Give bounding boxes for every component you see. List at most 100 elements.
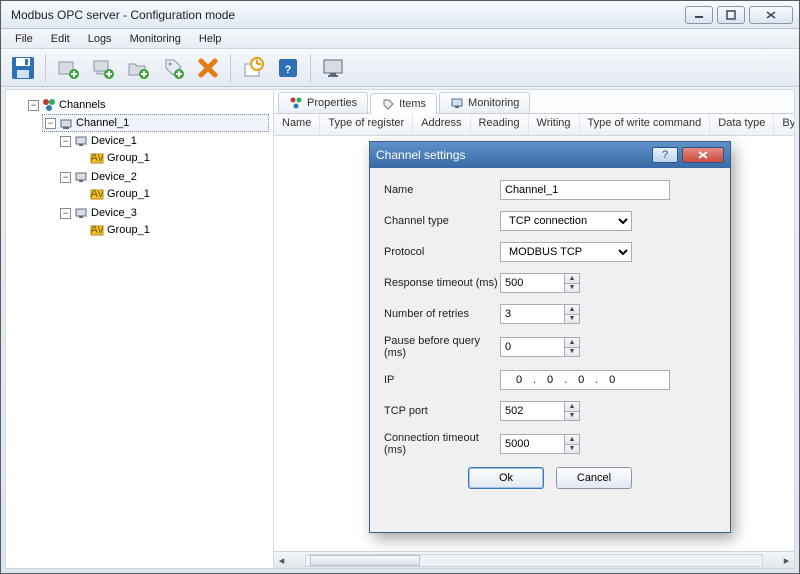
pause-input[interactable] xyxy=(500,337,564,357)
monitoring-icon xyxy=(450,96,464,110)
spin-up-icon[interactable]: ▲ xyxy=(564,273,580,283)
spin-down-icon[interactable]: ▼ xyxy=(564,283,580,294)
retries-spinner[interactable]: ▲▼ xyxy=(500,304,584,324)
pause-spinner[interactable]: ▲▼ xyxy=(500,337,584,357)
main-window: Modbus OPC server - Configuration mode F… xyxy=(0,0,800,574)
spin-up-icon[interactable]: ▲ xyxy=(564,434,580,444)
tree-group-label: Group_1 xyxy=(107,152,150,164)
spin-up-icon[interactable]: ▲ xyxy=(564,337,580,347)
save-button[interactable] xyxy=(7,52,39,84)
tree-channel[interactable]: − Channel_1 xyxy=(42,114,269,132)
collapse-icon[interactable]: − xyxy=(60,208,71,219)
close-button[interactable] xyxy=(749,6,793,24)
add-channel-button[interactable] xyxy=(52,52,84,84)
collapse-icon[interactable]: − xyxy=(60,136,71,147)
ip-octet-3[interactable] xyxy=(567,374,595,386)
spin-down-icon[interactable]: ▼ xyxy=(564,444,580,455)
column-header[interactable]: Data type xyxy=(710,114,774,135)
channel-type-select[interactable]: TCP connection xyxy=(500,211,632,231)
add-device-button[interactable] xyxy=(87,52,119,84)
menu-help[interactable]: Help xyxy=(191,31,230,47)
tab-monitoring[interactable]: Monitoring xyxy=(439,92,530,113)
group-icon: Av xyxy=(90,187,104,201)
properties-icon xyxy=(289,96,303,110)
cancel-button[interactable]: Cancel xyxy=(556,467,632,489)
tree-group[interactable]: AvGroup_1 xyxy=(74,222,269,238)
ok-button[interactable]: Ok xyxy=(468,467,544,489)
name-input[interactable] xyxy=(500,180,670,200)
label-ip: IP xyxy=(384,374,500,386)
column-header[interactable]: Writing xyxy=(529,114,580,135)
menu-logs[interactable]: Logs xyxy=(80,31,120,47)
tree-device-label: Device_3 xyxy=(91,207,137,219)
spin-down-icon[interactable]: ▼ xyxy=(564,411,580,422)
tree-group[interactable]: AvGroup_1 xyxy=(74,186,269,202)
monitor-button[interactable] xyxy=(317,52,349,84)
dialog-help-button[interactable]: ? xyxy=(652,147,678,163)
column-header[interactable]: Reading xyxy=(471,114,529,135)
tree-device[interactable]: −Device_2 xyxy=(58,169,269,185)
protocol-select[interactable]: MODBUS TCP xyxy=(500,242,632,262)
menu-edit[interactable]: Edit xyxy=(43,31,78,47)
label-retries: Number of retries xyxy=(384,308,500,320)
collapse-icon[interactable]: − xyxy=(60,172,71,183)
spin-down-icon[interactable]: ▼ xyxy=(564,314,580,325)
tree-device-label: Device_1 xyxy=(91,135,137,147)
group-icon: Av xyxy=(90,223,104,237)
menubar: File Edit Logs Monitoring Help xyxy=(1,29,799,49)
channel-settings-dialog: Channel settings ? Name Channel typeTCP … xyxy=(369,141,731,533)
conn-timeout-spinner[interactable]: ▲▼ xyxy=(500,434,584,454)
retries-input[interactable] xyxy=(500,304,564,324)
spin-down-icon[interactable]: ▼ xyxy=(564,347,580,358)
response-timeout-input[interactable] xyxy=(500,273,564,293)
ip-octet-2[interactable] xyxy=(536,374,564,386)
response-timeout-spinner[interactable]: ▲▼ xyxy=(500,273,584,293)
tree-device[interactable]: − Device_3 xyxy=(58,205,269,221)
tcp-port-spinner[interactable]: ▲▼ xyxy=(500,401,584,421)
toolbar: ? xyxy=(1,49,799,87)
horizontal-scrollbar[interactable]: ◂ ▸ xyxy=(274,551,794,568)
delete-button[interactable] xyxy=(192,52,224,84)
minimize-button[interactable] xyxy=(685,6,713,24)
column-header[interactable]: Address xyxy=(413,114,470,135)
menu-monitoring[interactable]: Monitoring xyxy=(122,31,189,47)
column-header[interactable]: Byte o xyxy=(774,114,794,135)
scroll-left-icon[interactable]: ◂ xyxy=(274,554,289,567)
add-tag-button[interactable] xyxy=(157,52,189,84)
tree-group[interactable]: AvGroup_1 xyxy=(74,150,269,166)
tree-root[interactable]: − Channels xyxy=(26,97,269,113)
conn-timeout-input[interactable] xyxy=(500,434,564,454)
ip-input[interactable]: ... xyxy=(500,370,670,390)
column-header[interactable]: Name xyxy=(274,114,320,135)
tree-group-label: Group_1 xyxy=(107,224,150,236)
scroll-thumb[interactable] xyxy=(310,555,420,566)
maximize-button[interactable] xyxy=(717,6,745,24)
tree-device[interactable]: − Device_1 xyxy=(58,133,269,149)
add-folder-button[interactable] xyxy=(122,52,154,84)
spin-up-icon[interactable]: ▲ xyxy=(564,304,580,314)
device-icon xyxy=(74,206,88,220)
collapse-icon[interactable]: − xyxy=(45,118,56,129)
history-button[interactable] xyxy=(237,52,269,84)
help-toolbar-button[interactable]: ? xyxy=(272,52,304,84)
scroll-right-icon[interactable]: ▸ xyxy=(779,554,794,567)
column-header[interactable]: Type of register xyxy=(320,114,413,135)
menu-file[interactable]: File xyxy=(7,31,41,47)
items-icon xyxy=(381,97,395,111)
svg-text:Av: Av xyxy=(91,224,104,236)
column-header[interactable]: Type of write command xyxy=(580,114,711,135)
ip-octet-4[interactable] xyxy=(598,374,626,386)
tree-channel-label: Channel_1 xyxy=(76,117,129,129)
grid-header: NameType of registerAddressReadingWritin… xyxy=(274,114,794,136)
tree-root-label: Channels xyxy=(59,99,105,111)
window-title: Modbus OPC server - Configuration mode xyxy=(7,8,685,22)
ip-octet-1[interactable] xyxy=(505,374,533,386)
tab-items-label: Items xyxy=(399,98,426,110)
tab-properties[interactable]: Properties xyxy=(278,92,368,113)
ok-button-label: Ok xyxy=(499,472,513,484)
tcp-port-input[interactable] xyxy=(500,401,564,421)
dialog-close-button[interactable] xyxy=(682,147,724,163)
collapse-icon[interactable]: − xyxy=(28,100,39,111)
tab-items[interactable]: Items xyxy=(370,93,437,114)
spin-up-icon[interactable]: ▲ xyxy=(564,401,580,411)
